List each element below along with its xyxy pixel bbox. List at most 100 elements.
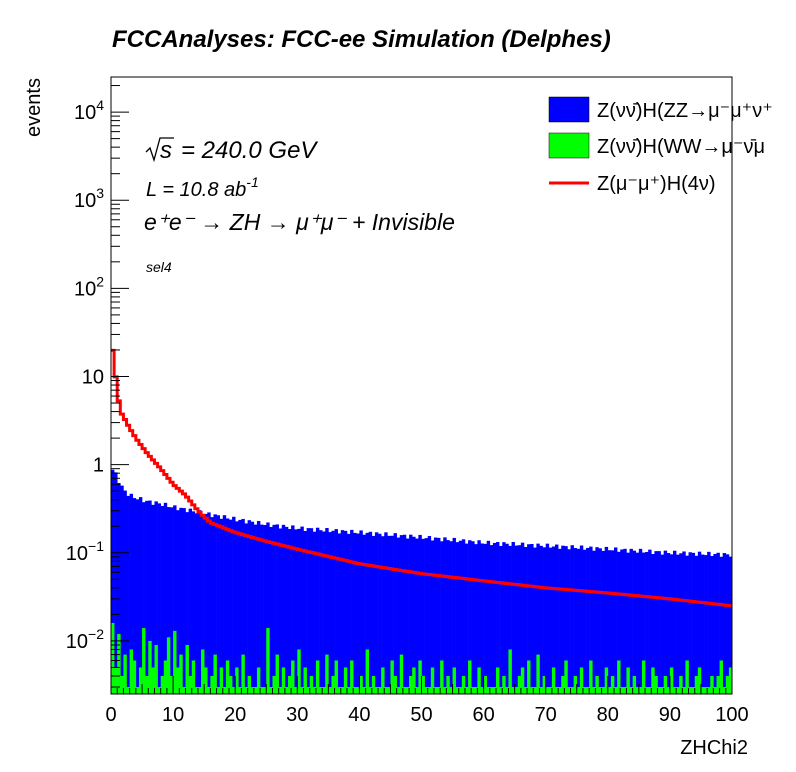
ww-bin [284,687,289,694]
ww-bin [213,654,217,694]
ww-bin [166,637,171,694]
zz-bin [253,524,258,694]
zz-bin [645,551,649,694]
zz-bin [496,542,500,694]
zz-bin [716,552,720,694]
zz-bin [542,547,547,694]
zz-bin [325,528,329,694]
ww-bin [362,687,366,694]
ww-bin [719,660,723,694]
zz-bin [433,537,438,694]
ww-bin [111,622,115,694]
zz-bin [120,485,124,694]
zz-bin [635,552,640,694]
zz-bin [194,513,199,694]
ww-bin [135,687,140,694]
zz-bin [343,530,348,694]
ww-bin [216,687,220,694]
ww-bin [461,676,466,694]
ww-bin [390,660,394,694]
ww-bin [517,676,522,694]
zz-bin [614,547,618,694]
zz-bin [182,508,186,694]
ww-bin [635,687,640,694]
ww-bin [648,687,652,694]
zz-bin [148,500,152,694]
ww-bin [595,676,599,694]
zz-bin [617,551,621,694]
ww-bin [654,676,658,694]
ww-bin [638,687,643,694]
zz-bin [272,524,276,694]
zz-bin [371,535,376,694]
zz-bin [697,551,702,694]
zz-bin [350,529,354,694]
zz-bin [322,531,326,694]
ww-bin [722,687,727,694]
legend-swatch-ww [548,132,590,159]
zz-bin [492,542,497,694]
zz-bin [533,547,537,694]
ww-bin [260,687,264,694]
ww-bin [204,667,208,694]
ww-bin [207,687,211,694]
zz-bin [117,483,121,694]
ww-bin [561,676,565,694]
zz-bin [154,501,158,694]
zz-bin [427,536,432,694]
zz-bin [666,553,671,694]
zz-bin [204,513,208,694]
zz-bin [545,543,550,694]
ww-bin [424,687,429,694]
zz-bin [486,540,491,694]
ww-bin [464,687,469,694]
ww-bin [350,660,354,694]
ww-bin [508,649,512,694]
zz-bin [598,548,602,694]
zz-bin [728,556,733,694]
sqrt-s-var: s [160,137,172,164]
ww-bin [263,687,267,694]
series-4nu-line [111,348,732,608]
zz-bin [126,495,130,694]
ww-bin [486,687,491,694]
ww-bin [306,687,311,694]
ww-bin [471,687,475,694]
ww-bin [238,687,242,694]
zz-bin [334,529,338,694]
zz-bin [523,546,528,694]
ww-bin [365,649,370,694]
zz-bin [641,552,646,694]
x-tick-label: 70 [535,704,557,726]
ww-bin [536,654,540,694]
zz-bin [455,542,460,694]
y-tick-label: 103 [74,185,104,212]
zz-bin [315,527,320,694]
ww-bin [548,687,553,694]
zz-bin [567,549,571,694]
ww-bin [393,676,397,694]
zz-bin [632,550,637,694]
ww-bin [300,687,304,694]
ww-bin [492,687,497,694]
zz-bin [651,554,655,694]
ww-bin [437,687,441,694]
zz-bin [685,555,689,694]
zz-bin [592,550,596,694]
zz-bin [353,532,357,694]
lumi-annotation: L = 10.8 ab-1 [146,174,259,201]
ww-bin [235,667,239,694]
zz-bin [691,552,696,694]
ww-bin [514,687,519,694]
ww-bin [138,667,143,694]
zz-bin [374,532,379,694]
zz-bin [499,545,503,694]
zz-bin [241,518,245,694]
ww-bin [477,667,481,694]
zz-bin [157,503,161,694]
zz-bin [263,525,267,694]
ww-bin [322,687,326,694]
ww-bin [232,687,236,694]
ww-bin [340,687,345,694]
zz-bin [244,523,248,694]
